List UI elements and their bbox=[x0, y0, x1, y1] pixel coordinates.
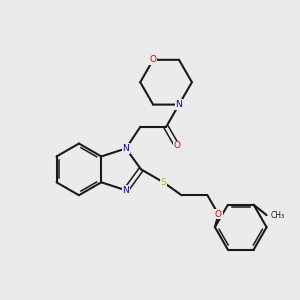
Text: N: N bbox=[122, 144, 129, 153]
Text: CH₃: CH₃ bbox=[271, 211, 285, 220]
Text: O: O bbox=[174, 142, 181, 151]
Text: N: N bbox=[176, 100, 182, 109]
Text: O: O bbox=[215, 210, 222, 219]
Text: N: N bbox=[122, 186, 129, 195]
Text: O: O bbox=[150, 55, 157, 64]
Text: S: S bbox=[160, 178, 166, 187]
